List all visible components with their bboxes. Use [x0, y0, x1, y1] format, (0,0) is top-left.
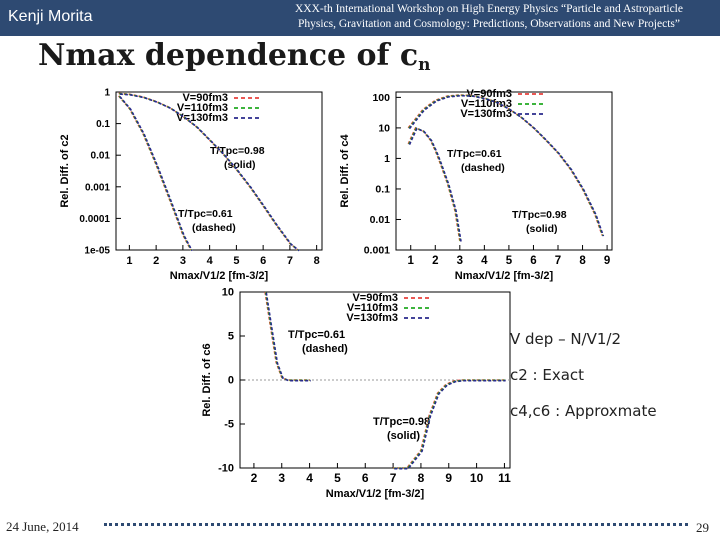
plot1-annotation-line1: T/Tpc=0.61 [178, 208, 233, 220]
plot2-annotation-line1: T/Tpc=0.61 [447, 148, 502, 160]
conference-line-1: XXX-th International Workshop on High En… [295, 3, 683, 15]
plot3-xtick-label: 5 [334, 471, 341, 485]
footer-divider [104, 523, 688, 526]
plot2-xtick-label: 5 [506, 255, 513, 267]
plot1-xtick-label: 8 [314, 255, 320, 267]
plot2-ytick-label: 0.01 [370, 214, 391, 226]
plot1-xtick-label: 5 [233, 255, 239, 267]
plot2-xtick-label: 8 [579, 255, 586, 267]
plot1-ytick-label: 0.0001 [79, 214, 110, 225]
plot1-ytick-label: 0.1 [96, 119, 110, 130]
plot2-series-line [408, 127, 462, 242]
plot2-ylabel: Rel. Diff. of c4 [339, 133, 351, 207]
plot1-xtick-label: 3 [180, 255, 186, 267]
plot1-frame [115, 91, 323, 251]
plot3-xtick-label: 8 [418, 471, 425, 485]
plot3-legend-label: V=130fm3 [346, 312, 398, 324]
plot3-annotation-line2: (solid) [387, 430, 420, 442]
page-number: 29 [696, 520, 709, 535]
plot3-series-line [394, 379, 506, 470]
plot2-xtick-label: 1 [408, 255, 415, 267]
plot3-series-line [265, 292, 311, 382]
plot1-ytick-label: 1e-05 [84, 246, 110, 257]
plot2-ytick-label: 1 [384, 153, 390, 165]
plot3-annotation-line2: (dashed) [302, 343, 348, 355]
note-c2: c2 : Exact [510, 366, 585, 384]
notes-box: V dep – N/V1/2 c2 : Exact c4,c6 : Approx… [510, 330, 657, 438]
plot1-annotation-line1: T/Tpc=0.98 [210, 145, 265, 157]
plot1-series-line [119, 96, 193, 252]
footer-date: 24 June, 2014 [6, 519, 79, 534]
note-volume-dependence: V dep – N/V1/2 [510, 330, 622, 348]
plot3-annotation-line1: T/Tpc=0.98 [373, 416, 430, 428]
slide-title-subscript: n [418, 55, 431, 75]
plot3-legend-label: V=110fm3 [347, 302, 398, 314]
plot1-series-line [119, 93, 300, 252]
header-bar: Kenji Morita XXX-th International Worksh… [0, 0, 720, 36]
plot1-legend-label: V=110fm3 [177, 102, 228, 114]
plot2-ytick-label: 0.001 [364, 245, 390, 257]
plot2-annotation-line1: T/Tpc=0.98 [512, 209, 567, 221]
plot1-xlabel: Nmax/V1/2 [fm-3/2] [170, 270, 269, 282]
plot1-xtick-label: 7 [287, 255, 293, 267]
plot3-xtick-label: 4 [306, 471, 313, 485]
plot2-xlabel: Nmax/V1/2 [fm-3/2] [455, 270, 554, 282]
plot2-xtick-label: 4 [481, 255, 488, 267]
plot2-xtick-label: 7 [555, 255, 561, 267]
plot2-frame [395, 91, 613, 251]
plot2-annotation-line2: (solid) [526, 223, 558, 235]
plot3-ytick-label: 0 [228, 375, 234, 387]
plot3-annotation-line1: T/Tpc=0.61 [288, 329, 345, 341]
plot1-ytick-label: 0.01 [91, 151, 111, 162]
plot3-ytick-label: 10 [222, 287, 234, 299]
plot3-xtick-label: 6 [362, 471, 369, 485]
plot2-ytick-label: 10 [378, 122, 390, 134]
plot3-xtick-label: 11 [498, 471, 511, 485]
note-c4-c6: c4,c6 : Approxmate [510, 402, 657, 420]
plot3-xtick-label: 9 [445, 471, 452, 485]
author-name: Kenji Morita [8, 8, 93, 25]
plot3-xlabel: Nmax/V1/2 [fm-3/2] [326, 488, 425, 500]
plot2-ytick-label: 100 [372, 92, 390, 104]
plot1-annotation-line2: (solid) [224, 159, 256, 171]
plot3-xtick-label: 10 [470, 471, 484, 485]
plot3-xtick-label: 3 [278, 471, 285, 485]
plot1-xtick-label: 4 [207, 255, 214, 267]
plot1-xtick-label: 6 [260, 255, 266, 267]
plot2-xtick-label: 2 [432, 255, 438, 267]
conference-title: XXX-th International Workshop on High En… [262, 2, 716, 32]
plot1-xtick-label: 2 [153, 255, 159, 267]
plot2-series-line [408, 94, 605, 237]
plot2-xtick-label: 3 [457, 255, 463, 267]
plot3-xtick-label: 7 [390, 471, 397, 485]
plot1-annotation-line2: (dashed) [192, 222, 236, 234]
plot2-xtick-label: 6 [530, 255, 536, 267]
plot2-ytick-label: 0.1 [375, 183, 390, 195]
slide-title: Nmax dependence of cn [38, 38, 431, 75]
plot3-ytick-label: -10 [218, 463, 234, 475]
plot2-annotation-line2: (dashed) [461, 162, 505, 174]
plot1-ytick-label: 0.001 [85, 182, 110, 193]
plot3-ytick-label: 5 [228, 331, 234, 343]
plot1-ylabel: Rel. Diff. of c2 [59, 134, 71, 207]
plot2-xtick-label: 9 [604, 255, 610, 267]
plot3-legend-label: V=90fm3 [352, 292, 398, 304]
plot2-series-line [408, 127, 462, 242]
conference-line-2: Physics, Gravitation and Cosmology: Pred… [297, 18, 680, 30]
plot1-xtick-label: 1 [126, 255, 132, 267]
plot1-legend-label: V=90fm3 [182, 92, 228, 104]
plot1-ytick-label: 1 [104, 88, 110, 99]
slide-title-main: Nmax dependence of c [38, 38, 419, 73]
plot3-ytick-label: -5 [224, 419, 234, 431]
plot3-ylabel: Rel. Diff. of c6 [201, 343, 213, 416]
plot2-legend-label: V=130fm3 [460, 108, 512, 120]
plot3-xtick-label: 2 [251, 471, 258, 485]
plot2-legend-label: V=110fm3 [461, 98, 512, 110]
